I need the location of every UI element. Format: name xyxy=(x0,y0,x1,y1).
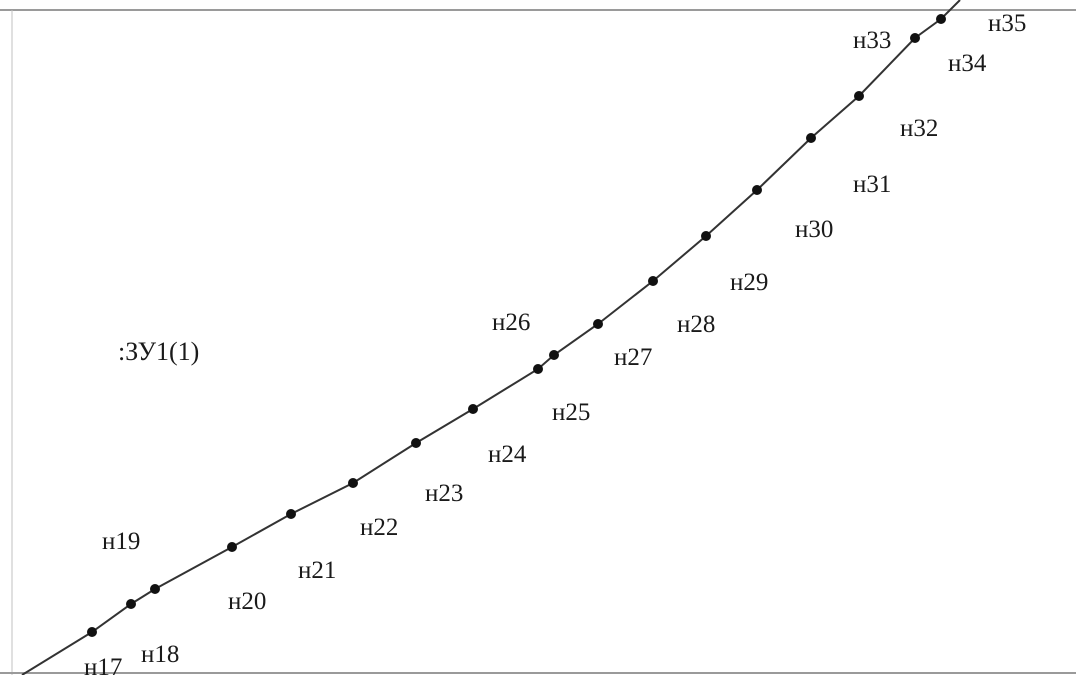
point-label: н33 xyxy=(853,27,891,54)
point-label: н29 xyxy=(730,269,768,296)
boundary-vertex xyxy=(593,319,603,329)
point-label: н27 xyxy=(614,344,652,371)
boundary-vertex xyxy=(701,231,711,241)
boundary-vertex xyxy=(468,404,478,414)
boundary-vertex xyxy=(910,33,920,43)
labels-layer: н17 н18 н19 н20 н21 н22 н23 н24 н25 н26 н27 н28 н29 н… xyxy=(84,10,1026,675)
point-label: н31 xyxy=(853,171,891,198)
point-label: н24 xyxy=(488,441,527,468)
boundary-vertex xyxy=(348,478,358,488)
point-label: н22 xyxy=(360,514,398,541)
point-label: н32 xyxy=(900,115,938,142)
boundary-vertex xyxy=(752,185,762,195)
boundary-vertex xyxy=(411,438,421,448)
point-label: н21 xyxy=(298,557,336,584)
point-label: н28 xyxy=(677,311,715,338)
point-label: н18 xyxy=(141,641,179,668)
boundary-vertex xyxy=(549,350,559,360)
boundary-line xyxy=(21,0,961,675)
boundary-vertex xyxy=(533,364,543,374)
boundary-vertex xyxy=(126,599,136,609)
point-label: н17 xyxy=(84,654,122,675)
boundary-vertex xyxy=(87,627,97,637)
point-label: н35 xyxy=(988,10,1026,37)
point-label: н23 xyxy=(425,480,463,507)
point-label: н20 xyxy=(228,588,266,615)
boundary-vertex xyxy=(150,584,160,594)
boundary-vertex xyxy=(648,276,658,286)
boundary-vertex xyxy=(806,133,816,143)
points-layer xyxy=(87,14,946,637)
point-label: н30 xyxy=(795,216,833,243)
boundary-vertex xyxy=(227,542,237,552)
boundary-vertex xyxy=(936,14,946,24)
point-label: н19 xyxy=(102,528,140,555)
boundary-vertex xyxy=(854,91,864,101)
point-label: н26 xyxy=(492,309,530,336)
point-label: н34 xyxy=(948,50,987,77)
point-label: н25 xyxy=(552,399,590,426)
boundary-vertex xyxy=(286,509,296,519)
plot-label: :ЗУ1(1) xyxy=(118,337,199,366)
